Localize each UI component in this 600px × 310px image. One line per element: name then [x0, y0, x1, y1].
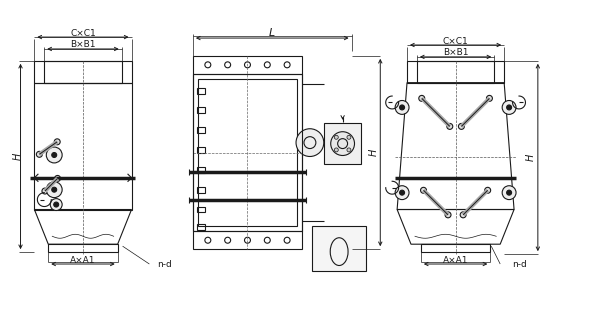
Circle shape — [506, 190, 512, 195]
Text: H: H — [368, 149, 379, 156]
Circle shape — [400, 190, 404, 195]
Circle shape — [502, 186, 516, 200]
Text: n-d: n-d — [157, 259, 172, 268]
Bar — [197, 187, 205, 193]
Circle shape — [55, 175, 61, 181]
Circle shape — [334, 148, 338, 152]
Bar — [197, 88, 205, 94]
Circle shape — [42, 188, 48, 194]
Bar — [193, 74, 302, 231]
Circle shape — [447, 123, 453, 129]
Text: C×C1: C×C1 — [70, 29, 96, 38]
Circle shape — [487, 95, 493, 101]
Text: n-d: n-d — [512, 259, 527, 268]
Bar — [197, 206, 205, 212]
Circle shape — [395, 186, 409, 200]
Circle shape — [50, 199, 62, 210]
Bar — [34, 61, 131, 83]
Circle shape — [331, 132, 355, 156]
Bar — [193, 231, 302, 249]
Circle shape — [395, 100, 409, 114]
Circle shape — [52, 187, 56, 192]
Circle shape — [485, 187, 491, 193]
Bar — [48, 244, 118, 252]
Circle shape — [421, 187, 427, 193]
Circle shape — [347, 135, 351, 139]
Bar — [34, 83, 131, 210]
Circle shape — [445, 212, 451, 218]
Circle shape — [54, 139, 60, 145]
Circle shape — [400, 105, 404, 110]
Circle shape — [506, 105, 512, 110]
Circle shape — [458, 123, 464, 129]
Text: H: H — [13, 153, 23, 160]
Bar — [197, 167, 205, 173]
Bar — [407, 61, 504, 83]
Bar — [197, 108, 205, 113]
Bar — [417, 61, 494, 83]
Bar — [44, 61, 122, 83]
Text: B×B1: B×B1 — [443, 48, 469, 57]
Text: L: L — [269, 28, 275, 38]
Bar — [324, 123, 361, 164]
Bar — [312, 226, 367, 271]
Text: C×C1: C×C1 — [443, 37, 469, 46]
Circle shape — [46, 182, 62, 197]
Circle shape — [296, 129, 324, 157]
Circle shape — [52, 153, 56, 157]
Text: B×B1: B×B1 — [70, 41, 96, 50]
Text: H: H — [526, 154, 536, 161]
Circle shape — [54, 202, 59, 207]
Bar — [421, 244, 490, 252]
Circle shape — [46, 147, 62, 163]
Circle shape — [502, 100, 516, 114]
Bar — [197, 224, 205, 230]
Circle shape — [419, 95, 425, 101]
Circle shape — [347, 148, 351, 152]
Circle shape — [334, 135, 338, 139]
Bar — [197, 147, 205, 153]
Bar — [197, 127, 205, 133]
Circle shape — [37, 151, 43, 157]
Bar — [198, 79, 297, 226]
Circle shape — [460, 212, 466, 218]
Text: A×A1: A×A1 — [443, 255, 469, 264]
Text: A×A1: A×A1 — [70, 255, 96, 264]
Bar — [193, 56, 302, 74]
